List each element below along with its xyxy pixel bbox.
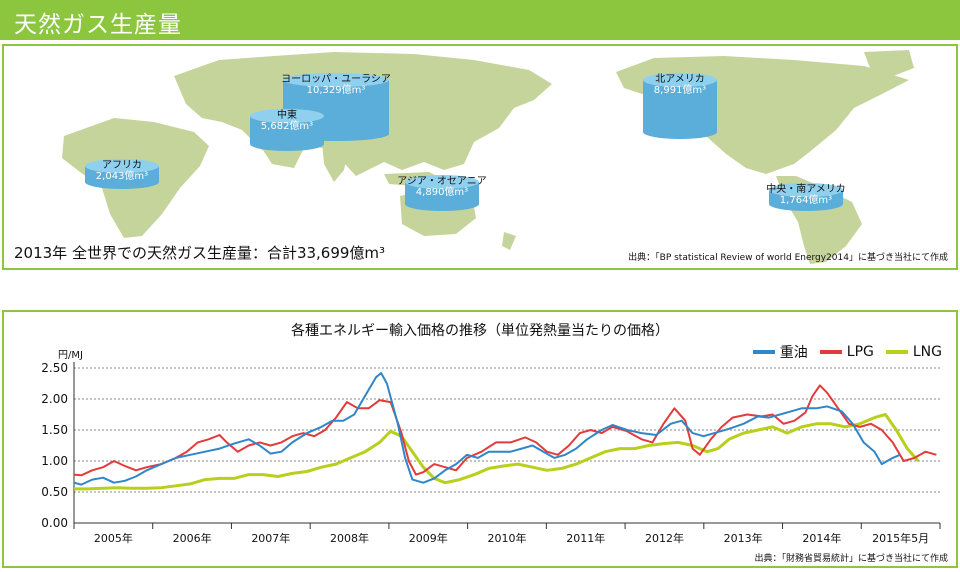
cylinder-bottom bbox=[250, 137, 324, 151]
legend-item-heavy-oil: 重油 bbox=[752, 342, 808, 362]
cylinder-bottom bbox=[405, 197, 479, 211]
x-tick-label: 2007年 bbox=[251, 531, 290, 545]
region-value: 5,682億m³ bbox=[261, 119, 313, 132]
region-name: 中央・南アメリカ bbox=[766, 182, 846, 195]
region-name: 中東 bbox=[277, 108, 297, 121]
series-line-lng bbox=[74, 413, 920, 491]
legend-item-lpg: LPG bbox=[819, 342, 874, 362]
cylinder-top bbox=[85, 159, 159, 173]
series-line-lpg bbox=[73, 384, 937, 477]
x-tick-label: 2010年 bbox=[488, 531, 527, 545]
japan-landmass bbox=[488, 96, 502, 126]
series-line-heavy-oil bbox=[73, 372, 901, 486]
page-title: 天然ガス生産量 bbox=[14, 12, 182, 38]
map-source: 出典：「BP statistical Review of world Energ… bbox=[628, 253, 948, 263]
region-value: 8,991億m³ bbox=[654, 83, 706, 96]
region-value: 2,043億m³ bbox=[96, 169, 148, 182]
region-value: 4,890億m³ bbox=[416, 185, 468, 198]
cylinder-bottom bbox=[85, 175, 159, 189]
y-tick-label: 0.00 bbox=[41, 516, 68, 530]
x-tick-label: 2008年 bbox=[330, 531, 369, 545]
x-tick-label: 2012年 bbox=[645, 531, 684, 545]
cylinder-top bbox=[283, 73, 389, 87]
x-tick-label: 2005年 bbox=[94, 531, 133, 545]
world-total-text: 2013年 全世界での天然ガス生産量：合計33,699億m³ bbox=[14, 244, 386, 262]
map-panel: ヨーロッパ・ユーラシア 10,329億m³ 中東 5,682億m³ アフリカ 2,043億… bbox=[2, 44, 958, 270]
y-tick-label: 1.50 bbox=[41, 423, 68, 437]
cylinder-top bbox=[250, 109, 324, 123]
page-header: 天然ガス生産量 bbox=[0, 0, 960, 40]
cylinder-body bbox=[643, 80, 717, 132]
region-value: 10,329億m³ bbox=[307, 83, 366, 96]
legend-label: 重油 bbox=[779, 345, 808, 361]
chart-legend: 重油 LPG LNG bbox=[752, 342, 942, 362]
region-value: 1,764億m³ bbox=[780, 193, 832, 206]
y-tick-label: 2.00 bbox=[41, 392, 68, 406]
x-tick-label: 2009年 bbox=[409, 531, 448, 545]
y-tick-label: 0.50 bbox=[41, 485, 68, 499]
newzealand-landmass bbox=[502, 232, 516, 250]
legend-swatch bbox=[819, 350, 842, 354]
chart-panel: 各種エネルギー輸入価格の推移（単位発熱量当たりの価格） 円/MJ 重油 LPG … bbox=[2, 310, 958, 568]
line-chart: 0.00 0.50 1.00 1.50 2.00 2.50 2005年 2006年 2007年 2… bbox=[41, 361, 941, 545]
y-tick-label: 1.00 bbox=[41, 454, 68, 468]
legend-swatch bbox=[752, 350, 775, 354]
chart-source: 出典：「財務省貿易統計」に基づき当社にて作成 bbox=[754, 554, 948, 564]
legend-swatch bbox=[885, 350, 908, 354]
x-tick-label: 2011年 bbox=[566, 531, 605, 545]
legend-label: LNG bbox=[912, 344, 942, 360]
y-axis-unit: 円/MJ bbox=[58, 350, 83, 361]
x-tick-label: 2015年5月 bbox=[872, 531, 929, 545]
cylinder-bottom bbox=[769, 197, 843, 211]
legend-item-lng: LNG bbox=[885, 342, 942, 362]
greenland-landmass bbox=[864, 50, 914, 78]
x-tick-label: 2006年 bbox=[173, 531, 212, 545]
cylinder-top bbox=[769, 183, 843, 197]
chart-title: 各種エネルギー輸入価格の推移（単位発熱量当たりの価格） bbox=[291, 323, 669, 339]
cylinder-bottom bbox=[643, 125, 717, 139]
cylinder-top bbox=[405, 175, 479, 189]
y-tick-label: 2.50 bbox=[41, 361, 68, 375]
region-name: アフリカ bbox=[102, 159, 142, 171]
region-cylinder: 中東5,682億m³ bbox=[250, 108, 324, 151]
region-name: 北アメリカ bbox=[655, 73, 705, 85]
india-landmass bbox=[322, 142, 349, 182]
x-tick-label: 2013年 bbox=[724, 531, 763, 545]
cylinder-top bbox=[643, 73, 717, 87]
region-name: アジア・オセアニア bbox=[397, 175, 486, 187]
legend-label: LPG bbox=[846, 344, 874, 360]
region-name: ヨーロッパ・ユーラシア bbox=[281, 73, 391, 85]
x-tick-label: 2014年 bbox=[802, 531, 841, 545]
